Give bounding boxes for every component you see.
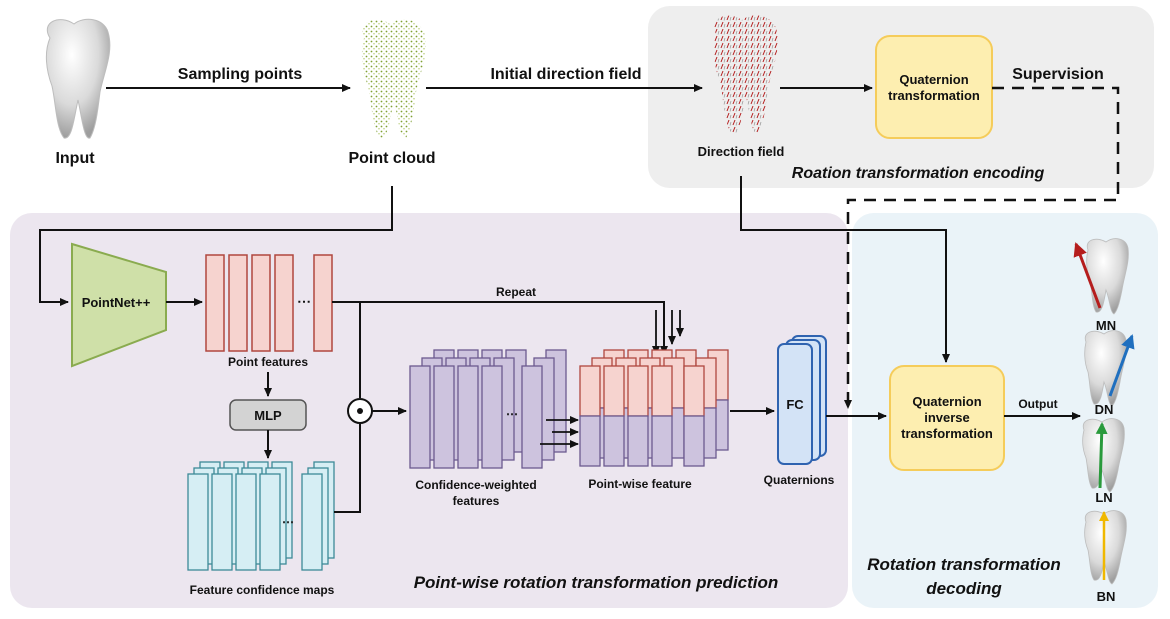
confidence-weighted-label-2: features: [453, 494, 500, 508]
mn-tooth-icon: [1073, 238, 1129, 315]
point-features-block: [205, 254, 333, 352]
fc-label: FC: [786, 397, 804, 412]
direction-field-icon: [713, 15, 778, 135]
point-features-dots: ⋯: [297, 293, 311, 309]
feature-confidence-maps-label: Feature confidence maps: [190, 583, 335, 597]
quaternions-label: Quaternions: [764, 473, 835, 487]
decoding-title-1: Rotation transformation: [867, 555, 1061, 574]
ln-label: LN: [1095, 490, 1112, 505]
point-wise-feature-block: [579, 349, 729, 467]
bn-label: BN: [1097, 589, 1116, 604]
decoding-title-2: decoding: [926, 579, 1002, 598]
confidence-to-multiply-line: [334, 424, 361, 513]
direction-field-label: Direction field: [698, 144, 785, 159]
dn-tooth-icon: [1084, 330, 1135, 407]
input-label: Input: [55, 150, 95, 167]
supervision-dashed-line: [844, 86, 1120, 409]
prediction-title: Point-wise rotation transformation predi…: [414, 573, 779, 592]
sampling-points-label: Sampling points: [178, 66, 303, 83]
quaternion-inverse-label-3: transformation: [901, 426, 993, 441]
feature-confidence-maps-block: [187, 461, 335, 571]
pointnet-block: [71, 242, 167, 368]
direction-to-inverse-line: [740, 176, 950, 363]
repeat-label: Repeat: [496, 285, 536, 299]
dn-label: DN: [1095, 402, 1114, 417]
weighted-features-dots: ⋯: [506, 407, 518, 421]
point-features-label: Point features: [228, 355, 308, 369]
quaternion-inverse-box: [889, 365, 1005, 471]
quaternion-inverse-label-1: Quaternion: [912, 394, 981, 409]
output-label: Output: [1018, 397, 1057, 411]
point-cloud-label: Point cloud: [348, 150, 435, 167]
ln-tooth-icon: [1082, 418, 1125, 493]
pointcloud-to-pointnet-line: [39, 186, 393, 306]
confidence-weighted-features-block: [409, 349, 567, 469]
mn-label: MN: [1096, 318, 1116, 333]
pointnet-label: PointNet++: [82, 295, 151, 310]
quaternion-inverse-label-2: inverse: [924, 410, 970, 425]
encoding-title: Roation transformation encoding: [792, 165, 1045, 182]
confidence-weighted-label-1: Confidence-weighted: [415, 478, 536, 492]
multiply-operator-icon: [347, 398, 373, 424]
input-tooth-icon: [45, 18, 111, 139]
quaternion-transformation-label-1: Quaternion: [899, 72, 968, 87]
quaternion-transformation-label-2: transformation: [888, 88, 980, 103]
mlp-label: MLP: [254, 408, 282, 423]
repeat-line: [360, 301, 668, 355]
quaternion-transformation-box: [875, 35, 993, 139]
confidence-maps-dots: ⋯: [282, 515, 294, 529]
fc-block: [777, 335, 827, 465]
initial-direction-label: Initial direction field: [490, 66, 641, 83]
bn-tooth-icon: [1084, 510, 1127, 585]
point-wise-feature-label: Point-wise feature: [588, 477, 692, 491]
supervision-label: Supervision: [1012, 66, 1104, 83]
point-cloud-icon: [361, 19, 426, 139]
